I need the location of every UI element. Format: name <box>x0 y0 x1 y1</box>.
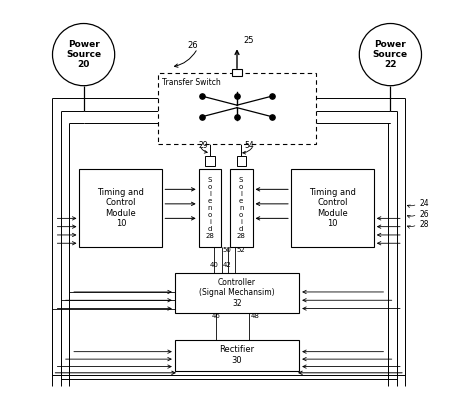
Text: Transfer Switch: Transfer Switch <box>163 78 221 87</box>
Bar <box>80 168 163 248</box>
Circle shape <box>359 23 421 86</box>
Text: 46: 46 <box>211 313 220 319</box>
Text: 25: 25 <box>243 36 254 45</box>
Bar <box>206 156 215 166</box>
Text: S
o
l
e
n
o
i
d
28: S o l e n o i d 28 <box>206 177 215 239</box>
Text: S
o
l
e
n
o
i
d
28: S o l e n o i d 28 <box>237 177 246 239</box>
Text: 40: 40 <box>210 262 219 268</box>
Text: Timing and
Control
Module
10: Timing and Control Module 10 <box>98 188 145 228</box>
Text: 26: 26 <box>187 41 198 50</box>
Circle shape <box>53 23 115 86</box>
Text: 29: 29 <box>199 141 208 150</box>
Bar <box>232 69 242 76</box>
Text: Rectifier
30: Rectifier 30 <box>219 345 255 365</box>
Text: 52: 52 <box>236 248 245 253</box>
Text: 28: 28 <box>419 220 429 229</box>
Text: Controller
(Signal Mechansim)
32: Controller (Signal Mechansim) 32 <box>199 278 275 308</box>
Bar <box>230 168 253 248</box>
Bar <box>199 168 221 248</box>
Bar <box>291 168 374 248</box>
Text: Timing and
Control
Module
10: Timing and Control Module 10 <box>309 188 356 228</box>
Text: 24: 24 <box>419 199 429 208</box>
Text: 26: 26 <box>419 210 429 219</box>
Text: 48: 48 <box>251 313 260 319</box>
Text: 50: 50 <box>223 248 232 253</box>
Text: 42: 42 <box>222 262 231 268</box>
Text: 54: 54 <box>245 141 254 150</box>
Text: Power
Source
20: Power Source 20 <box>66 40 101 69</box>
Bar <box>175 273 299 313</box>
Bar <box>237 156 246 166</box>
Text: Power
Source
22: Power Source 22 <box>373 40 408 69</box>
Bar <box>158 73 316 144</box>
Bar <box>175 339 299 371</box>
